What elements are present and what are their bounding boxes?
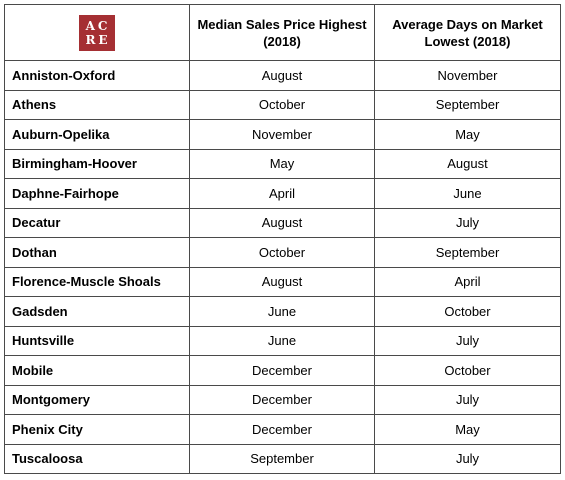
city-cell: Birmingham-Hoover — [4, 148, 190, 179]
city-cell: Decatur — [4, 207, 190, 238]
median-price-cell: December — [189, 414, 375, 445]
days-on-market-cell: May — [374, 119, 561, 150]
days-on-market-cell: July — [374, 384, 561, 415]
city-cell: Phenix City — [4, 414, 190, 445]
days-on-market-cell: July — [374, 325, 561, 356]
logo-line-2: RE — [85, 32, 111, 47]
median-price-cell: August — [189, 266, 375, 297]
days-on-market-cell: July — [374, 443, 561, 474]
days-on-market-cell: October — [374, 355, 561, 386]
median-price-cell: October — [189, 237, 375, 268]
logo-cell: AC RE — [4, 4, 190, 61]
city-cell: Florence-Muscle Shoals — [4, 266, 190, 297]
table-row: Mobile December October — [4, 355, 561, 386]
city-cell: Dothan — [4, 237, 190, 268]
data-table: AC RE Median Sales Price Highest (2018) … — [4, 4, 561, 474]
table-row: Tuscaloosa September July — [4, 443, 561, 474]
median-price-cell: August — [189, 207, 375, 238]
days-on-market-cell: November — [374, 60, 561, 91]
city-cell: Tuscaloosa — [4, 443, 190, 474]
table-row: Montgomery December July — [4, 384, 561, 415]
city-cell: Anniston-Oxford — [4, 60, 190, 91]
median-price-cell: May — [189, 148, 375, 179]
table-row: Daphne-Fairhope April June — [4, 178, 561, 209]
city-cell: Montgomery — [4, 384, 190, 415]
days-on-market-cell: May — [374, 414, 561, 445]
median-price-cell: December — [189, 355, 375, 386]
table-row: Phenix City December May — [4, 414, 561, 445]
logo-line-1: AC — [85, 18, 111, 33]
days-on-market-cell: April — [374, 266, 561, 297]
median-price-cell: November — [189, 119, 375, 150]
days-on-market-cell: August — [374, 148, 561, 179]
days-on-market-cell: September — [374, 89, 561, 120]
median-price-cell: December — [189, 384, 375, 415]
city-cell: Daphne-Fairhope — [4, 178, 190, 209]
table-row: Gadsden June October — [4, 296, 561, 327]
median-price-cell: September — [189, 443, 375, 474]
table-row: Decatur August July — [4, 207, 561, 238]
table-row: Athens October September — [4, 89, 561, 120]
days-on-market-cell: October — [374, 296, 561, 327]
days-on-market-cell: July — [374, 207, 561, 238]
days-on-market-cell: June — [374, 178, 561, 209]
table-row: Birmingham-Hoover May August — [4, 148, 561, 179]
median-price-cell: June — [189, 296, 375, 327]
median-price-cell: June — [189, 325, 375, 356]
median-price-cell: August — [189, 60, 375, 91]
city-cell: Athens — [4, 89, 190, 120]
header-average-days-on-market: Average Days on Market Lowest (2018) — [374, 4, 561, 61]
city-cell: Mobile — [4, 355, 190, 386]
table-row: Auburn-Opelika November May — [4, 119, 561, 150]
city-cell: Huntsville — [4, 325, 190, 356]
header-median-sales-price: Median Sales Price Highest (2018) — [189, 4, 375, 61]
city-cell: Gadsden — [4, 296, 190, 327]
table-row: Dothan October September — [4, 237, 561, 268]
acre-logo: AC RE — [79, 14, 115, 51]
city-cell: Auburn-Opelika — [4, 119, 190, 150]
days-on-market-cell: September — [374, 237, 561, 268]
median-price-cell: October — [189, 89, 375, 120]
table-row: Florence-Muscle Shoals August April — [4, 266, 561, 297]
table-row: Huntsville June July — [4, 325, 561, 356]
header-row: AC RE Median Sales Price Highest (2018) … — [4, 4, 561, 61]
median-price-cell: April — [189, 178, 375, 209]
table-row: Anniston-Oxford August November — [4, 60, 561, 91]
